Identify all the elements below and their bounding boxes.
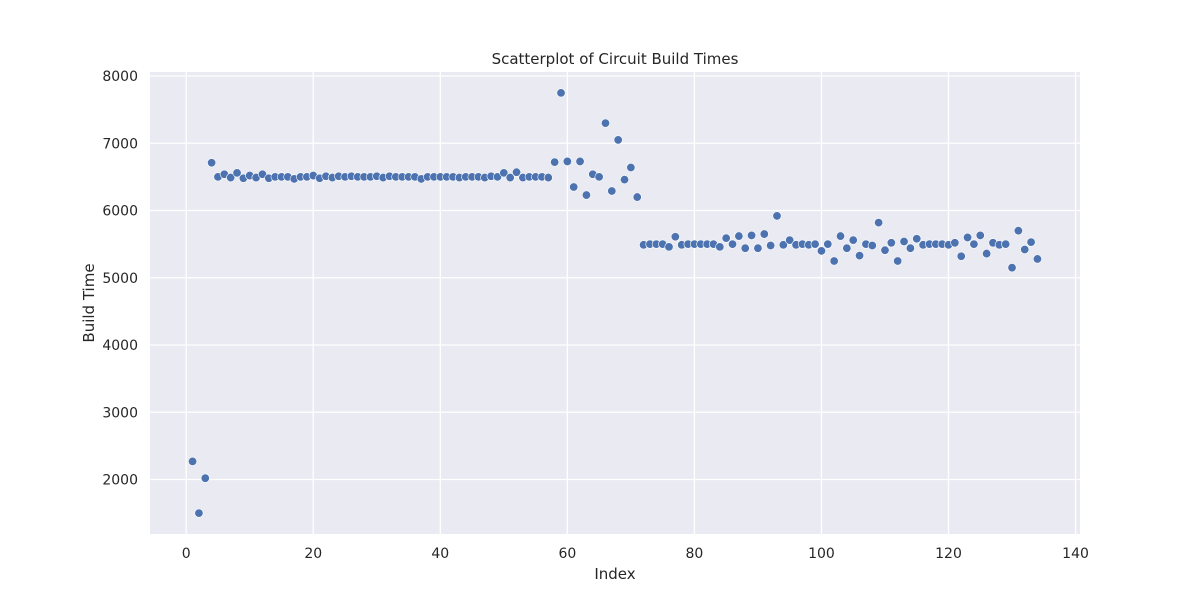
data-point [816, 246, 826, 256]
data-point [226, 173, 236, 183]
data-point [188, 456, 198, 466]
x-tick-label: 0 [182, 546, 191, 562]
data-points [188, 88, 1042, 518]
y-tick-label: 6000 [102, 204, 138, 220]
data-point [1026, 237, 1036, 247]
data-point [893, 256, 903, 266]
data-point [836, 231, 846, 241]
data-point [810, 239, 820, 249]
x-axis-label: Index [594, 565, 635, 583]
data-point [975, 230, 985, 240]
data-point [575, 156, 585, 166]
data-point [194, 508, 204, 518]
data-point [613, 135, 623, 145]
data-point [1007, 263, 1017, 273]
data-point [759, 229, 769, 239]
y-tick-label: 3000 [102, 405, 138, 421]
data-point [956, 251, 966, 261]
data-point [721, 233, 731, 243]
y-axis-label: Build Time [80, 263, 98, 342]
data-point [728, 239, 738, 249]
data-point [715, 242, 725, 252]
data-point [829, 256, 839, 266]
data-point [1013, 226, 1023, 236]
data-point [969, 239, 979, 249]
plot-area [150, 72, 1080, 534]
data-point [905, 243, 915, 253]
data-point [1032, 254, 1042, 264]
x-axis-ticks: 0 20 40 60 80 100 120 140 [182, 546, 1089, 562]
data-point [512, 167, 522, 177]
y-axis-ticks: 2000 3000 4000 5000 6000 7000 8000 [102, 69, 138, 488]
data-point [664, 242, 674, 252]
gridlines [150, 72, 1080, 534]
data-point [785, 235, 795, 245]
data-point [823, 239, 833, 249]
data-point [620, 175, 630, 185]
x-tick-label: 20 [304, 546, 322, 562]
data-point [880, 245, 890, 255]
data-point [632, 192, 642, 202]
chart-title: Scatterplot of Circuit Build Times [492, 50, 739, 68]
y-tick-label: 2000 [102, 473, 138, 489]
y-tick-label: 5000 [102, 271, 138, 287]
data-point [556, 88, 566, 98]
data-point [670, 232, 680, 242]
data-point [963, 232, 973, 242]
y-tick-label: 8000 [102, 69, 138, 85]
data-point [505, 173, 515, 183]
data-point [734, 231, 744, 241]
data-point [562, 156, 572, 166]
data-point [594, 172, 604, 182]
data-point [607, 186, 617, 196]
data-point [899, 236, 909, 246]
data-point [492, 172, 502, 182]
data-point [753, 243, 763, 253]
data-point [886, 238, 896, 248]
data-point [581, 190, 591, 200]
data-point [232, 168, 242, 178]
data-point [600, 118, 610, 128]
x-tick-label: 60 [558, 546, 576, 562]
y-tick-label: 4000 [102, 338, 138, 354]
data-point [569, 182, 579, 192]
data-point [778, 240, 788, 250]
data-point [982, 249, 992, 259]
data-point [207, 158, 217, 168]
x-tick-label: 140 [1062, 546, 1089, 562]
data-point [867, 241, 877, 251]
data-point [842, 243, 852, 253]
x-tick-label: 80 [685, 546, 703, 562]
data-point [1020, 245, 1030, 255]
data-point [1001, 239, 1011, 249]
data-point [550, 157, 560, 167]
data-point [950, 238, 960, 248]
x-tick-label: 100 [808, 546, 835, 562]
x-tick-label: 120 [935, 546, 962, 562]
x-tick-label: 40 [431, 546, 449, 562]
y-tick-label: 7000 [102, 136, 138, 152]
data-point [766, 241, 776, 251]
data-point [257, 169, 267, 179]
data-point [912, 234, 922, 244]
data-point [747, 230, 757, 240]
data-point [740, 243, 750, 253]
data-point [855, 251, 865, 261]
data-point [626, 162, 636, 172]
data-point [874, 218, 884, 228]
data-point [848, 235, 858, 245]
data-point [772, 211, 782, 221]
data-point [200, 473, 210, 483]
data-point [499, 168, 509, 178]
data-point [543, 173, 553, 183]
